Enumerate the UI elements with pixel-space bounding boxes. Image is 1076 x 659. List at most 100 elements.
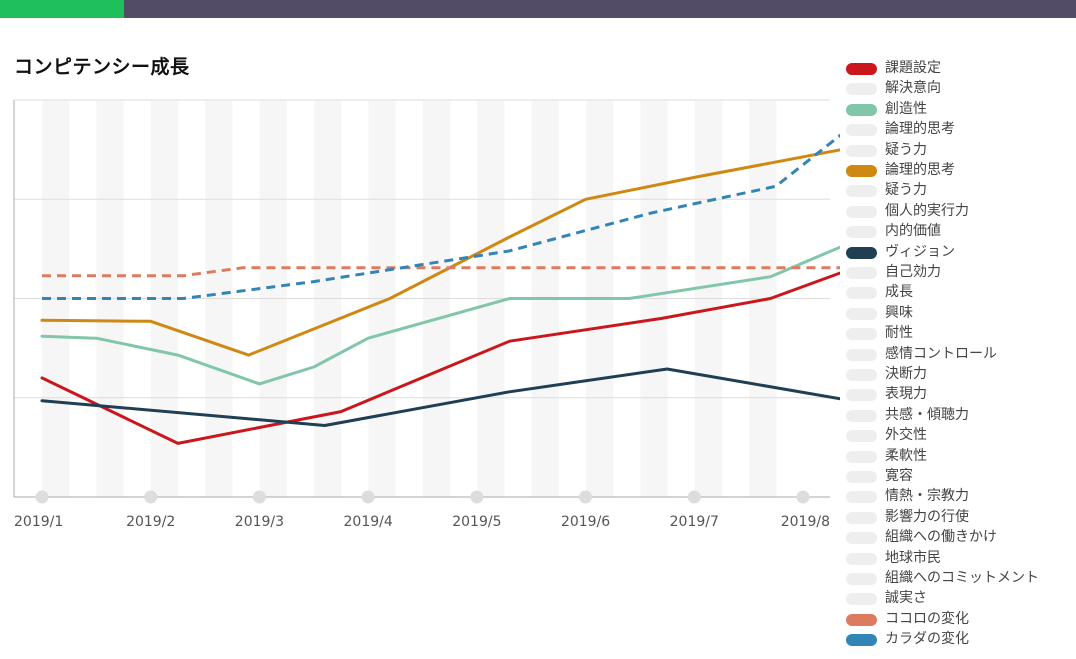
legend-swatch bbox=[846, 409, 877, 422]
legend-item[interactable]: 内的価値 bbox=[846, 221, 1076, 241]
legend-swatch bbox=[846, 63, 877, 75]
legend-item[interactable]: 論理的思考 bbox=[846, 160, 1076, 180]
legend-item[interactable]: 組織への働きかけ bbox=[846, 527, 1076, 547]
legend-swatch bbox=[846, 307, 877, 320]
legend-item[interactable]: 感情コントロール bbox=[846, 344, 1076, 364]
legend-label: 論理的思考 bbox=[885, 121, 955, 138]
legend-item[interactable]: 解決意向 bbox=[846, 78, 1076, 98]
legend-swatch bbox=[846, 348, 877, 361]
x-axis-point bbox=[796, 490, 810, 504]
legend-swatch bbox=[846, 450, 877, 463]
x-axis-point bbox=[252, 490, 266, 504]
legend-item[interactable]: 疑う力 bbox=[846, 140, 1076, 160]
legend-label: 感情コントロール bbox=[885, 345, 997, 362]
legend-swatch bbox=[846, 430, 877, 443]
legend-label: 個人的実行力 bbox=[885, 202, 969, 219]
legend-item[interactable]: ココロの変化 bbox=[846, 609, 1076, 629]
legend-label: 共感・傾聴力 bbox=[885, 406, 969, 423]
x-tick-label: 2019/4 bbox=[344, 514, 393, 530]
legend-label: 寛容 bbox=[885, 468, 913, 484]
x-axis-point bbox=[361, 490, 375, 504]
legend-item[interactable]: カラダの変化 bbox=[846, 629, 1076, 649]
legend-item[interactable]: 耐性 bbox=[846, 323, 1076, 343]
legend-item[interactable]: 表現力 bbox=[846, 384, 1076, 404]
x-tick-label: 2019/6 bbox=[561, 514, 610, 530]
legend-swatch bbox=[846, 369, 877, 381]
legend-item[interactable]: 寛容 bbox=[846, 466, 1076, 486]
legend-item[interactable]: 興味 bbox=[846, 303, 1076, 323]
legend-item[interactable]: 組織へのコミットメント bbox=[846, 568, 1076, 588]
legend-item[interactable]: 成長 bbox=[846, 282, 1076, 302]
legend-label: 表現力 bbox=[885, 386, 927, 403]
legend-item[interactable]: ヴィジョン bbox=[846, 242, 1076, 262]
series-line-27 bbox=[42, 266, 840, 278]
legend-swatch bbox=[846, 471, 877, 483]
legend-label: 地球市民 bbox=[885, 549, 941, 566]
legend-swatch bbox=[846, 185, 877, 198]
legend-swatch bbox=[846, 593, 877, 606]
legend-label: 疑う力 bbox=[885, 141, 927, 158]
legend-item[interactable]: 創造性 bbox=[846, 99, 1076, 119]
legend-item[interactable]: 個人的実行力 bbox=[846, 201, 1076, 221]
legend-swatch bbox=[846, 144, 877, 157]
legend-swatch bbox=[846, 573, 877, 585]
x-axis-point bbox=[579, 490, 593, 504]
legend-item[interactable]: 疑う力 bbox=[846, 180, 1076, 200]
legend-label: ココロの変化 bbox=[885, 610, 969, 627]
legend-label: ヴィジョン bbox=[885, 243, 955, 260]
line-chart: 2019/1 2019/2 2019/3 2019/4 2019/5 2019/6 2019… bbox=[13, 99, 840, 530]
x-axis-points bbox=[35, 490, 810, 504]
legend-swatch bbox=[846, 165, 877, 177]
legend-item[interactable]: 論理的思考 bbox=[846, 119, 1076, 139]
legend-label: 疑う力 bbox=[885, 182, 927, 199]
legend-swatch bbox=[846, 246, 877, 259]
series-lines bbox=[40, 133, 840, 445]
legend-item[interactable]: 情熱・宗教力 bbox=[846, 486, 1076, 506]
x-axis-point bbox=[470, 490, 484, 504]
legend-label: 組織への働きかけ bbox=[885, 529, 997, 546]
legend-swatch bbox=[846, 634, 877, 647]
legend-label: 興味 bbox=[885, 304, 913, 321]
x-axis-point bbox=[35, 490, 49, 504]
legend-label: 柔軟性 bbox=[885, 447, 927, 464]
legend-label: 解決意向 bbox=[885, 80, 941, 97]
legend-swatch bbox=[846, 389, 877, 402]
legend-label: 影響力の行使 bbox=[885, 508, 969, 525]
x-tick-label: 2019/8 bbox=[781, 514, 830, 530]
legend-label: 内的価値 bbox=[885, 223, 941, 240]
top-bar bbox=[0, 0, 1076, 18]
series-line-0 bbox=[40, 271, 840, 445]
legend-item[interactable]: 自己効力 bbox=[846, 262, 1076, 282]
legend-item[interactable]: 地球市民 bbox=[846, 548, 1076, 568]
legend-item[interactable]: 誠実さ bbox=[846, 588, 1076, 608]
chart-title: コンピテンシー成長 bbox=[14, 56, 190, 78]
legend-swatch bbox=[846, 103, 877, 116]
legend-label: カラダの変化 bbox=[885, 631, 969, 648]
x-axis-point bbox=[144, 490, 158, 504]
legend-swatch bbox=[846, 613, 877, 626]
x-axis-labels: 2019/1 2019/2 2019/3 2019/4 2019/5 2019/6 2019… bbox=[14, 514, 830, 530]
legend-swatch bbox=[846, 287, 877, 300]
legend-label: 耐性 bbox=[885, 325, 913, 342]
legend-item[interactable]: 外交性 bbox=[846, 425, 1076, 445]
legend-label: 創造性 bbox=[885, 100, 927, 117]
legend-swatch bbox=[846, 205, 877, 218]
x-tick-label: 2019/1 bbox=[14, 514, 63, 530]
x-tick-label: 2019/7 bbox=[670, 514, 719, 530]
series-line-28 bbox=[42, 133, 840, 300]
legend-label: 決断力 bbox=[885, 366, 927, 382]
legend-item[interactable]: 影響力の行使 bbox=[846, 507, 1076, 527]
legend-label: 情熱・宗教力 bbox=[885, 488, 969, 505]
legend-swatch bbox=[846, 511, 877, 524]
legend-item[interactable]: 柔軟性 bbox=[846, 446, 1076, 466]
legend-item[interactable]: 課題設定 bbox=[846, 58, 1076, 78]
legend-swatch bbox=[846, 124, 877, 137]
x-tick-label: 2019/3 bbox=[235, 514, 284, 530]
legend-label: 誠実さ bbox=[885, 590, 927, 607]
legend-label: 外交性 bbox=[885, 427, 927, 444]
legend-swatch bbox=[846, 552, 877, 565]
legend-swatch bbox=[846, 491, 877, 504]
legend-item[interactable]: 決断力 bbox=[846, 364, 1076, 384]
legend-swatch bbox=[846, 328, 877, 341]
legend-item[interactable]: 共感・傾聴力 bbox=[846, 405, 1076, 425]
